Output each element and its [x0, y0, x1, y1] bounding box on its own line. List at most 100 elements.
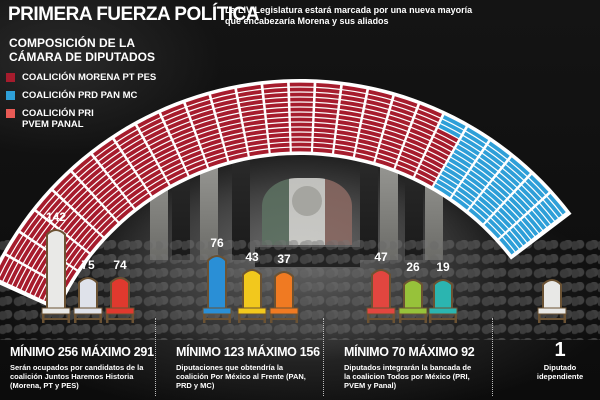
- composition-title-line: CÁMARA DE DIPUTADOS: [9, 50, 155, 64]
- seat: [266, 112, 289, 119]
- seat: [291, 127, 312, 132]
- seat: [529, 174, 549, 195]
- seat: [417, 169, 437, 182]
- seat: [187, 100, 211, 111]
- seat: [247, 139, 268, 147]
- legend-item-morena: COALICIÓN MORENA PT PES: [6, 72, 156, 83]
- seat: [194, 119, 217, 130]
- chair-icon: [237, 269, 267, 323]
- chair-count: 142: [45, 210, 67, 224]
- seat: [200, 138, 222, 149]
- seat: [342, 85, 367, 93]
- seat: [543, 197, 562, 218]
- seat: [125, 143, 147, 158]
- seat: [491, 214, 509, 232]
- seat: [316, 82, 341, 89]
- seat: [385, 124, 408, 136]
- seat: [392, 100, 416, 112]
- seat: [28, 246, 44, 268]
- seat: [501, 203, 520, 222]
- seat: [0, 255, 9, 275]
- seat: [32, 249, 48, 271]
- seat: [142, 122, 165, 137]
- seat: [133, 156, 154, 171]
- legend-swatch: [6, 109, 15, 118]
- seat: [19, 241, 35, 263]
- seat: [339, 110, 362, 118]
- seat: [337, 120, 360, 128]
- seat: [547, 193, 566, 215]
- seat: [425, 151, 447, 165]
- crowd: [0, 240, 600, 340]
- chair-icon: [537, 279, 567, 323]
- seat: [334, 144, 355, 152]
- seat: [55, 208, 74, 228]
- seat: [368, 89, 393, 100]
- seat: [484, 188, 503, 206]
- independent-label-line: idependiente: [536, 372, 584, 381]
- seat: [529, 210, 547, 230]
- seat: [244, 124, 266, 132]
- seat: [375, 158, 395, 169]
- seat: [92, 178, 112, 196]
- seat: [290, 97, 314, 102]
- seat: [506, 161, 527, 180]
- seat: [243, 119, 266, 127]
- seat: [503, 234, 519, 252]
- seat: [21, 270, 35, 292]
- seat: [290, 122, 313, 127]
- seat: [512, 193, 531, 212]
- seat: [117, 130, 140, 146]
- seat: [479, 153, 501, 171]
- stat-pri-coalition: MÍNIMO 70 MÁXIMO 92 Diputados integrarán…: [344, 345, 475, 390]
- seat: [122, 138, 145, 154]
- seat: [199, 133, 221, 144]
- stat-desc-line: coalición Juntos Haremos Historia: [10, 372, 134, 381]
- seat: [102, 190, 122, 207]
- seat: [289, 82, 314, 87]
- seat: [10, 235, 27, 258]
- seat: [421, 160, 442, 173]
- legend-swatch: [6, 91, 15, 100]
- seat: [358, 138, 379, 148]
- seat: [341, 95, 365, 103]
- seat: [487, 218, 505, 236]
- stat-desc-line: PRD y MC): [176, 381, 215, 390]
- seat: [397, 160, 417, 172]
- seat: [114, 168, 134, 185]
- seat: [509, 157, 530, 176]
- seat: [23, 244, 39, 266]
- seat: [361, 123, 383, 133]
- seat: [70, 248, 85, 267]
- seat: [83, 231, 99, 250]
- seat: [139, 118, 163, 133]
- seat: [515, 189, 534, 208]
- seat: [86, 170, 106, 189]
- seat: [189, 104, 213, 116]
- legend-label-line: PVEM PANAL: [22, 119, 84, 130]
- seat: [457, 186, 476, 202]
- seat: [224, 138, 245, 147]
- seat: [106, 194, 125, 211]
- seat: [471, 166, 492, 183]
- chair-icon: [202, 255, 232, 323]
- seat: [488, 141, 510, 159]
- seat: [238, 94, 263, 103]
- seat: [183, 155, 204, 167]
- seat: [443, 166, 464, 181]
- seat: [433, 183, 452, 198]
- chamber-column: [360, 150, 378, 260]
- seat: [314, 122, 336, 129]
- seat: [499, 237, 515, 255]
- seat: [335, 134, 357, 142]
- stat-headline: MÍNIMO 256 MÁXIMO 291: [10, 345, 154, 359]
- seat: [474, 162, 495, 179]
- seat: [365, 104, 389, 114]
- seat: [413, 118, 436, 131]
- seat: [123, 181, 143, 197]
- legend-item-prd-pan-mc: COALICIÓN PRD PAN MC: [6, 90, 156, 101]
- seat: [355, 148, 376, 157]
- chair-count: 19: [436, 260, 450, 274]
- seat: [185, 159, 206, 171]
- seat: [66, 245, 81, 264]
